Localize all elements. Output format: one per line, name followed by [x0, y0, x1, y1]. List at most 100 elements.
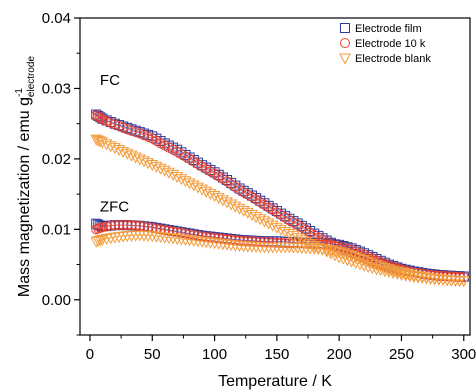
data-point [457, 276, 470, 288]
data-point [237, 205, 250, 217]
data-point [133, 154, 146, 166]
data-point [258, 216, 271, 228]
data-point [403, 269, 416, 281]
data-point [100, 139, 113, 151]
data-point [167, 169, 179, 181]
legend: Electrode film Electrode 10 k Electrode bl… [339, 23, 431, 65]
y-tick-label: 0.02 [42, 151, 71, 168]
data-layer [90, 109, 470, 288]
data-point [354, 253, 366, 265]
data-point [295, 235, 308, 247]
data-point [358, 255, 370, 267]
data-point [114, 220, 125, 231]
data-point [150, 161, 163, 173]
data-point [138, 156, 150, 168]
data-point [379, 262, 391, 274]
data-point [212, 193, 225, 205]
x-tick-label: 200 [327, 346, 352, 363]
legend-label: Electrode blank [355, 53, 431, 65]
data-point [337, 248, 350, 260]
data-point [130, 220, 141, 231]
data-point [374, 261, 387, 273]
data-point [138, 130, 149, 141]
data-point [333, 252, 345, 264]
data-point [387, 265, 399, 277]
data-point [92, 135, 105, 147]
data-point [366, 258, 379, 270]
y-tick-label: 0.01 [42, 221, 71, 238]
data-point [341, 255, 354, 267]
data-point [143, 131, 154, 142]
data-point [204, 188, 217, 200]
data-point [118, 220, 129, 231]
legend-marker [340, 23, 350, 33]
data-point [246, 210, 258, 222]
data-point [183, 178, 196, 190]
data-point [325, 245, 337, 257]
data-point [175, 174, 188, 186]
data-point [109, 220, 120, 231]
data-point [283, 229, 296, 241]
data-point [349, 257, 362, 270]
data-point [362, 256, 375, 268]
annotation-layer: FC ZFC [100, 72, 129, 216]
data-point [94, 235, 107, 247]
data-point [225, 199, 238, 211]
series-electrode-blank [90, 134, 470, 288]
data-point [399, 268, 412, 280]
data-point [121, 148, 134, 160]
data-point [163, 167, 175, 179]
data-point [262, 218, 275, 230]
data-point [300, 237, 312, 249]
data-point [95, 113, 106, 124]
x-axis-title: Temperature / K [218, 373, 332, 390]
legend-label: Electrode 10 k [355, 38, 426, 50]
data-point [383, 264, 395, 276]
data-point [97, 222, 108, 233]
data-point [113, 144, 125, 157]
data-point [109, 143, 121, 155]
axes-layer: 0 50 100 150 200 250 300 0.00 0.01 0.02 0.03 0.04 [42, 10, 476, 363]
data-point [125, 150, 138, 162]
data-point [134, 128, 145, 139]
x-tick-label: 100 [202, 346, 227, 363]
x-tick-label: 250 [389, 346, 414, 363]
data-point [129, 152, 142, 164]
data-point [217, 195, 229, 207]
data-point [408, 270, 420, 282]
data-point [391, 266, 404, 278]
data-point [96, 137, 109, 149]
annotation-zfc: ZFC [100, 199, 129, 216]
y-axis-title: Mass magnetization / emu g-1electrode [14, 55, 37, 297]
y-axis-title-subscript: electrode [26, 55, 37, 97]
data-point [412, 271, 424, 283]
data-point [146, 160, 159, 172]
data-point [109, 119, 120, 130]
data-point [370, 260, 383, 272]
data-point [254, 214, 267, 226]
data-point [126, 220, 137, 231]
series-line-zfc [96, 234, 464, 282]
data-point [308, 241, 321, 253]
data-point [362, 261, 375, 274]
data-point [241, 207, 254, 220]
annotation-fc: FC [100, 72, 120, 89]
data-point [200, 186, 213, 198]
data-point [366, 263, 379, 275]
data-point [233, 203, 246, 215]
y-axis-title-main: Mass magnetization / emu g [16, 97, 33, 297]
data-point [320, 244, 333, 256]
x-tick-label: 300 [451, 346, 476, 363]
data-point [329, 246, 341, 258]
data-point [395, 267, 408, 279]
data-point [196, 184, 208, 196]
y-tick-label: 0.03 [42, 80, 71, 97]
y-tick-label: 0.00 [42, 292, 71, 309]
x-tick-label: 50 [144, 346, 161, 363]
data-point [142, 158, 154, 170]
data-point [171, 172, 184, 184]
data-point [105, 220, 116, 231]
data-point [333, 247, 345, 259]
